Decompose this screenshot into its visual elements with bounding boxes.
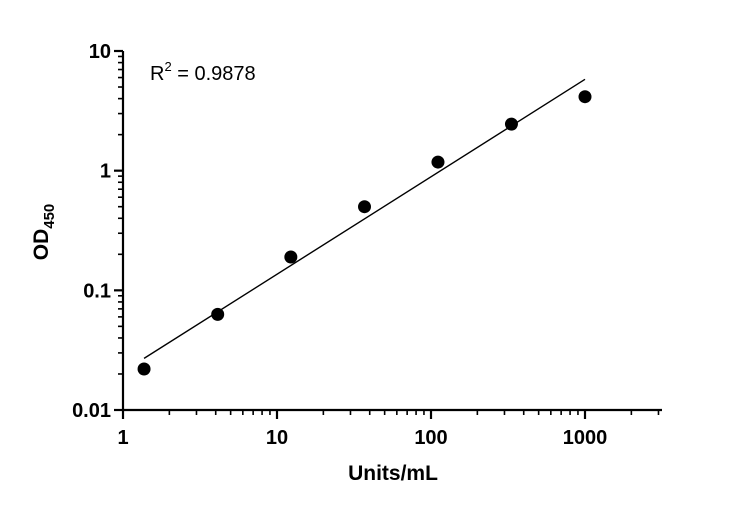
x-tick-label: 100 [414,427,447,449]
data-point [578,90,592,104]
data-point [431,155,445,169]
y-axis-title: OD450 [30,204,58,261]
y-tick-label: 10 [89,41,111,63]
x-tick-label: 1000 [563,427,608,449]
y-axis-title-main: OD [30,229,53,261]
data-point [137,362,151,376]
regression-line [143,78,586,359]
r-squared-superscript: 2 [164,59,171,74]
y-tick-label: 0.01 [72,400,111,422]
data-points [137,90,592,376]
x-axis-title: Units/mL [348,462,438,485]
axes: 0.01 0.1 1 10 1 10 100 1000 [72,41,662,449]
x-tick-label: 1 [117,427,128,449]
y-axis-title-group: OD450 [30,204,58,261]
x-tick-label: 10 [266,427,288,449]
y-tick-label: 0.1 [83,280,111,302]
y-tick-label: 1 [100,161,111,183]
y-axis-title-subscript: 450 [41,204,58,229]
data-point [358,200,372,214]
r-squared-annotation: R2 = 0.9878 [150,59,256,85]
data-point [504,117,518,131]
fit-line-group [143,78,586,359]
data-point [211,307,225,321]
data-point [284,250,298,264]
r-squared-r: R [150,63,164,85]
r-squared-value: = 0.9878 [172,63,256,85]
